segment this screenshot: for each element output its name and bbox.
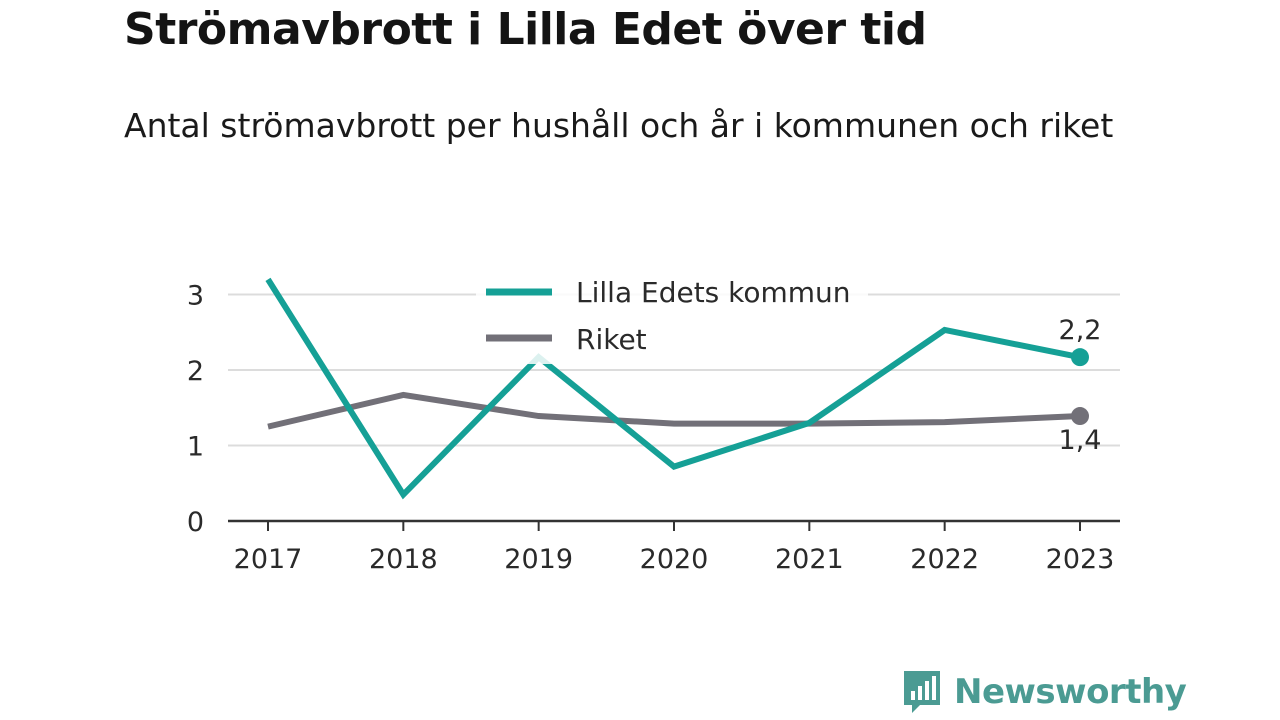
- end-value-label-riket: 1,4: [1059, 425, 1102, 456]
- y-tick-label: 3: [187, 281, 204, 312]
- newsworthy-logo-icon: [904, 671, 940, 713]
- chart-subtitle: Antal strömavbrott per hushåll och år i …: [124, 106, 1114, 145]
- y-tick-label: 1: [187, 432, 204, 463]
- x-tick-label: 2022: [910, 544, 979, 575]
- end-value-label-lilla-edet: 2,2: [1059, 315, 1102, 346]
- x-tick-label: 2019: [504, 544, 573, 575]
- series-end-point-riket: [1071, 407, 1089, 426]
- x-tick-label: 2017: [234, 544, 303, 575]
- y-tick-label: 2: [187, 356, 204, 387]
- legend-background: [476, 268, 868, 364]
- legend-label-riket: Riket: [576, 323, 647, 356]
- series-end-point-lilla-edet: [1071, 348, 1089, 367]
- legend-label-lilla-edet: Lilla Edets kommun: [576, 276, 851, 309]
- series-line-lilla-edet: [265, 277, 1081, 500]
- x-tick-label: 2018: [369, 544, 438, 575]
- brand-name: Newsworthy: [954, 672, 1187, 712]
- y-tick-label: 0: [187, 507, 204, 538]
- chart-title: Strömavbrott i Lilla Edet över tid: [124, 4, 927, 55]
- x-tick-label: 2020: [640, 544, 709, 575]
- x-tick-label: 2023: [1046, 544, 1115, 575]
- series-line-riket: [267, 391, 1081, 430]
- x-tick-label: 2021: [775, 544, 844, 575]
- newsworthy-brand: Newsworthy: [902, 668, 1187, 716]
